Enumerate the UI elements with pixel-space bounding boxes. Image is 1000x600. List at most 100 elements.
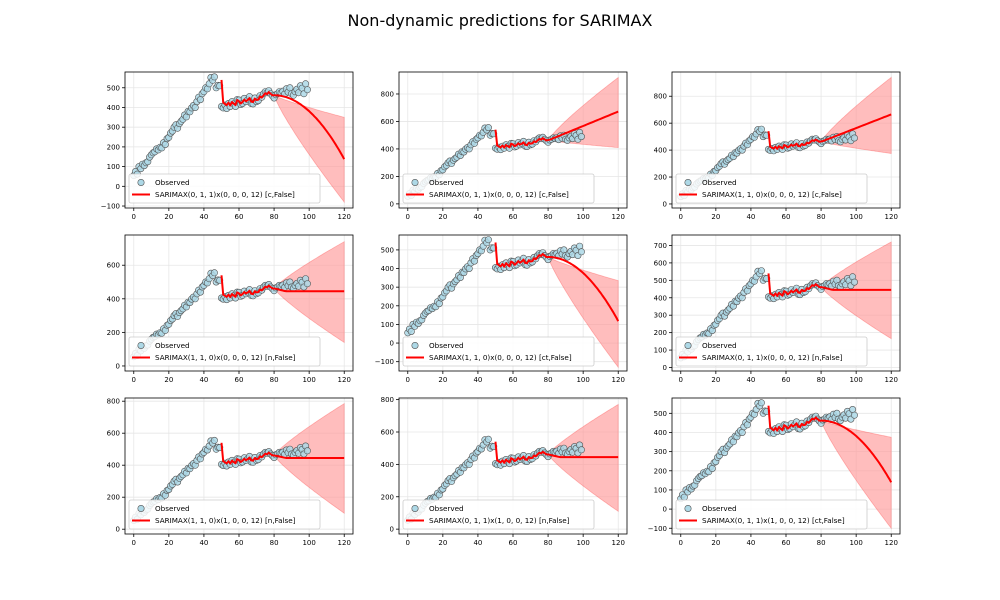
x-tick-label: 40 — [473, 539, 482, 547]
x-tick-label: 0 — [679, 213, 683, 221]
legend-prediction-label: SARIMAX(0, 1, 1)x(0, 0, 0, 12) [c,False] — [155, 190, 295, 199]
observed-point — [196, 96, 204, 104]
x-tick-label: 40 — [199, 376, 208, 384]
legend-observed-marker — [137, 341, 145, 349]
x-tick-label: 0 — [132, 213, 136, 221]
x-tick-label: 0 — [406, 213, 410, 221]
y-tick-label: 800 — [381, 396, 394, 404]
y-tick-label: −100 — [375, 358, 394, 366]
y-tick-label: 600 — [107, 262, 120, 270]
legend-observed-label: Observed — [155, 504, 190, 513]
legend-prediction-label: SARIMAX(1, 1, 0)x(1, 0, 0, 12) [n,False] — [155, 516, 296, 525]
observed-point — [191, 104, 199, 112]
x-tick-label: 20 — [711, 376, 720, 384]
confidence-band — [273, 94, 345, 204]
y-tick-label: 300 — [654, 448, 667, 456]
x-tick-label: 0 — [679, 376, 683, 384]
y-tick-label: 400 — [107, 462, 120, 470]
x-tick-label: 120 — [612, 213, 625, 221]
x-tick-label: 80 — [817, 539, 826, 547]
y-tick-label: 200 — [381, 173, 394, 181]
plot-content — [130, 241, 345, 361]
observed-point — [577, 446, 585, 454]
legend-prediction-label: SARIMAX(1, 1, 0)x(0, 0, 0, 12) [ct,False… — [429, 353, 572, 362]
y-tick-label: 0 — [116, 183, 120, 191]
subplot-5: 0 20 40 60 80 100 120 −100 0 100 200 300 400 500 Obser… — [375, 234, 628, 384]
x-tick-label: 60 — [782, 539, 791, 547]
y-tick-label: 300 — [107, 124, 120, 132]
x-tick-label: 40 — [199, 539, 208, 547]
x-tick-label: 60 — [509, 539, 518, 547]
prediction-line — [220, 442, 345, 465]
confidence-band — [547, 256, 619, 369]
legend-observed-marker — [411, 504, 419, 512]
legend: Observed SARIMAX(1, 1, 0)x(1, 0, 0, 12) [… — [128, 499, 321, 530]
y-tick-label: 200 — [654, 174, 667, 182]
y-tick-label: 500 — [381, 246, 394, 254]
legend: Observed SARIMAX(0, 1, 1)x(1, 0, 0, 12) [… — [675, 499, 868, 530]
legend-prediction-label: SARIMAX(0, 1, 1)x(1, 0, 0, 12) [n,False] — [429, 516, 570, 525]
legend-observed-label: Observed — [155, 341, 190, 350]
subplot-9: 0 20 40 60 80 100 120 −100 0 100 200 300 400 500 Obser… — [648, 397, 901, 547]
observed-point — [210, 73, 218, 81]
x-tick-label: 100 — [576, 213, 589, 221]
subplot-6: 0 20 40 60 80 100 120 0 100 200 300 400 500 600 700 Obs… — [654, 234, 901, 384]
axes-frame — [124, 234, 354, 372]
x-tick-label: 60 — [235, 213, 244, 221]
legend-prediction-label: SARIMAX(1, 1, 0)x(0, 0, 0, 12) [n,False] — [155, 353, 296, 362]
x-tick-label: 120 — [885, 213, 898, 221]
y-tick-label: −100 — [648, 525, 667, 533]
x-tick-label: 120 — [612, 539, 625, 547]
legend-observed-marker — [137, 504, 145, 512]
axes-frame — [398, 234, 628, 372]
y-tick-label: 0 — [663, 200, 667, 208]
x-tick-label: 80 — [817, 376, 826, 384]
y-tick-label: −100 — [101, 203, 120, 211]
y-tick-label: 400 — [654, 429, 667, 437]
legend-observed-marker — [684, 179, 692, 187]
prediction-line — [494, 242, 620, 322]
x-tick-label: 20 — [164, 213, 173, 221]
legend-prediction-label: SARIMAX(0, 1, 1)x(0, 0, 0, 12) [c,False] — [429, 190, 569, 199]
observed-point — [708, 464, 716, 472]
y-tick-label: 400 — [107, 104, 120, 112]
legend: Observed SARIMAX(1, 1, 0)x(0, 0, 0, 12) [… — [675, 173, 868, 204]
x-tick-label: 60 — [782, 213, 791, 221]
legend-box — [675, 499, 868, 530]
prediction-line — [494, 110, 619, 149]
subplot-3: 0 20 40 60 80 100 120 0 200 400 600 800 Observed SARI… — [654, 71, 901, 221]
prediction-line — [767, 273, 892, 297]
y-tick-label: 0 — [116, 362, 120, 370]
observed-point — [302, 80, 310, 88]
axes-frame — [671, 71, 901, 209]
legend-observed-marker — [137, 179, 145, 187]
subplot-1: 0 20 40 60 80 100 120 −100 0 100 200 300 400 500 Obser… — [101, 71, 354, 221]
y-tick-label: 800 — [107, 398, 120, 406]
y-tick-label: 600 — [654, 120, 667, 128]
legend: Observed SARIMAX(1, 1, 0)x(0, 0, 0, 12) [… — [128, 336, 321, 367]
observed-point — [850, 411, 858, 419]
legend-box — [128, 173, 321, 204]
observed-point — [757, 125, 765, 133]
legend-prediction-label: SARIMAX(0, 1, 1)x(0, 0, 0, 12) [n,False] — [702, 353, 843, 362]
observed-point — [484, 124, 492, 132]
subplot-2: 0 20 40 60 80 100 120 0 200 400 600 800 Observed SARI… — [381, 71, 628, 221]
y-tick-label: 400 — [381, 461, 394, 469]
x-tick-label: 20 — [438, 376, 447, 384]
axes-frame — [398, 71, 628, 209]
y-tick-label: 400 — [654, 147, 667, 155]
observed-point — [210, 436, 218, 444]
x-tick-label: 0 — [132, 376, 136, 384]
x-tick-label: 40 — [746, 539, 755, 547]
x-tick-label: 80 — [544, 376, 553, 384]
y-tick-label: 100 — [654, 486, 667, 494]
x-tick-label: 0 — [679, 539, 683, 547]
x-tick-label: 60 — [235, 376, 244, 384]
y-tick-label: 0 — [663, 506, 667, 514]
x-tick-label: 20 — [438, 539, 447, 547]
y-tick-label: 500 — [107, 84, 120, 92]
prediction-line — [767, 113, 892, 150]
y-tick-label: 700 — [654, 242, 667, 250]
subplot-8: 0 20 40 60 80 100 120 0 200 400 600 800 Observed SARI… — [381, 396, 628, 547]
